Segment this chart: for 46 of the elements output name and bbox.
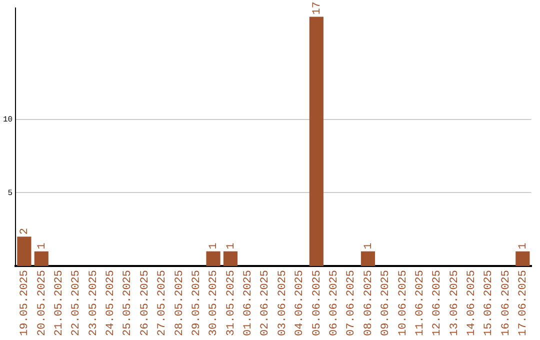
x-tick-label: 05.06.2025 xyxy=(311,270,324,336)
x-tick-label: 10.06.2025 xyxy=(397,270,410,336)
data-label: 1 xyxy=(362,242,375,250)
data-label: 2 xyxy=(19,228,32,235)
data-label: 1 xyxy=(518,242,530,250)
x-tick-label: 16.06.2025 xyxy=(500,270,512,336)
x-tick-label: 27.05.2025 xyxy=(156,270,169,336)
x-tick-label: 17.06.2025 xyxy=(518,270,530,336)
x-tick-label: 01.06.2025 xyxy=(242,270,255,336)
x-tick-label: 21.05.2025 xyxy=(53,270,66,336)
x-tick-label: 23.05.2025 xyxy=(88,270,100,336)
bar xyxy=(34,251,48,266)
x-tick-label: 29.05.2025 xyxy=(190,270,203,336)
x-tick-label: 22.05.2025 xyxy=(70,270,83,336)
y-tick-label: 5 xyxy=(8,188,13,198)
x-tick-label: 02.06.2025 xyxy=(260,270,272,336)
x-tick-label: 20.05.2025 xyxy=(36,270,48,336)
bar xyxy=(206,251,220,266)
x-tick-label: 30.05.2025 xyxy=(208,270,220,336)
x-tick-label: 11.06.2025 xyxy=(414,270,426,336)
x-tick-label: 04.06.2025 xyxy=(294,270,306,336)
y-tick-label: 10 xyxy=(2,116,13,125)
x-tick-label: 24.05.2025 xyxy=(105,270,118,336)
bar xyxy=(309,16,324,266)
x-tick-label: 25.05.2025 xyxy=(122,270,134,336)
x-tick-label: 07.06.2025 xyxy=(346,270,358,336)
data-label: 1 xyxy=(36,242,48,250)
bar xyxy=(516,251,530,266)
bar xyxy=(223,251,238,266)
x-tick-label: 19.05.2025 xyxy=(19,270,32,336)
x-tick-label: 08.06.2025 xyxy=(362,270,375,336)
data-label: 17 xyxy=(311,2,324,15)
data-label: 1 xyxy=(225,242,238,250)
x-tick-label: 26.05.2025 xyxy=(139,270,152,336)
x-tick-label: 31.05.2025 xyxy=(225,270,238,336)
x-tick-label: 15.06.2025 xyxy=(483,270,496,336)
data-label: 1 xyxy=(208,242,220,250)
x-tick-label: 13.06.2025 xyxy=(448,270,461,336)
bar xyxy=(360,251,376,266)
x-tick-label: 14.06.2025 xyxy=(466,270,478,336)
bar xyxy=(17,236,32,266)
x-tick-label: 09.06.2025 xyxy=(380,270,392,336)
x-tick-label: 12.06.2025 xyxy=(432,270,444,336)
x-tick-label: 03.06.2025 xyxy=(276,270,289,336)
x-tick-label: 06.06.2025 xyxy=(328,270,340,336)
x-tick-label: 28.05.2025 xyxy=(174,270,186,336)
